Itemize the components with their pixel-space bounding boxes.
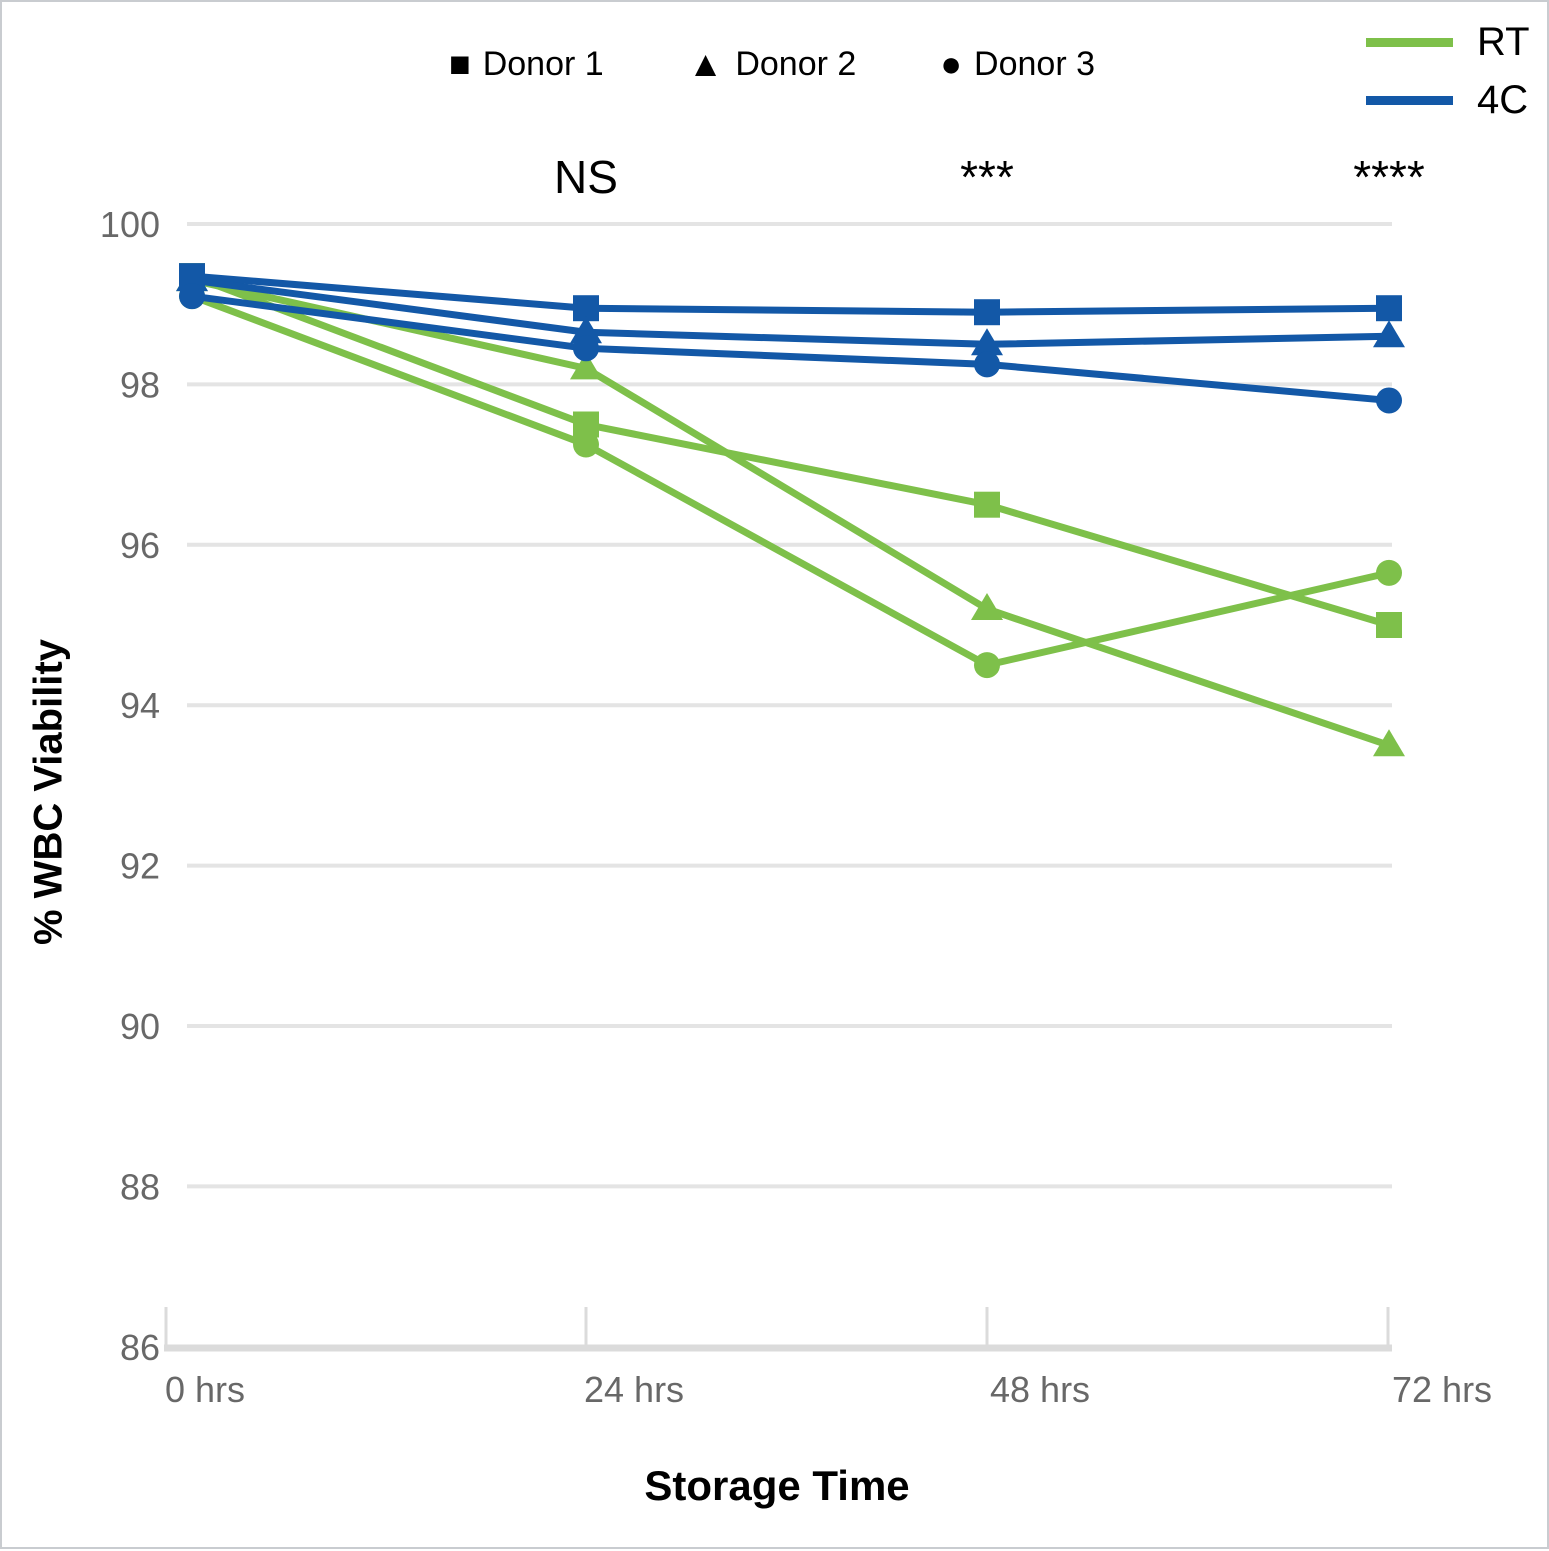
marker-square-4c-donor-1-pt3 — [1376, 295, 1402, 322]
square-marker-icon: ■ — [448, 43, 471, 84]
x-axis-title: Storage Time — [644, 1462, 910, 1509]
marker-circle-rt-donor-3-pt1 — [573, 431, 599, 458]
legend-label: RT — [1477, 19, 1530, 64]
marker-triangle-4c-donor-2-pt2 — [971, 328, 1003, 356]
marker-triangle-rt-donor-2-pt3 — [1373, 729, 1405, 757]
legend-item-donor-2: ▲ Donor 2 — [688, 45, 857, 84]
x-tick-label-1: 24 hrs — [584, 1369, 684, 1410]
marker-triangle-4c-donor-2-pt3 — [1373, 320, 1405, 348]
significance-label-48-hrs: *** — [960, 151, 1014, 203]
y-tick-label-100: 100 — [100, 204, 160, 245]
series-line-4c-donor-1 — [191, 272, 1390, 316]
series-line-rt-donor-1 — [190, 272, 1391, 629]
series-line-4c-donor-3 — [191, 292, 1390, 404]
marker-square-4c-donor-1-pt2 — [974, 299, 1000, 326]
legend-item-4c: 4C — [1366, 77, 1539, 122]
legend-label: Donor 2 — [735, 44, 857, 83]
legend-label: Donor 1 — [482, 44, 604, 83]
marker-square-rt-donor-1-pt3 — [1376, 612, 1402, 638]
marker-circle-4c-donor-3-pt0 — [179, 283, 205, 310]
temperature-legend: RT 4C — [1366, 19, 1539, 122]
y-tick-label-94: 94 — [120, 685, 160, 726]
x-tick-label-0: 0 hrs — [165, 1369, 245, 1410]
marker-circle-4c-donor-3-pt2 — [974, 351, 1000, 378]
y-tick-label-88: 88 — [120, 1166, 160, 1207]
x-tick-label-2: 48 hrs — [990, 1369, 1090, 1410]
y-tick-label-86: 86 — [120, 1327, 160, 1368]
legend-label: Donor 3 — [974, 44, 1096, 83]
legend-label: 4C — [1477, 77, 1529, 122]
legend-item-donor-3: ● Donor 3 — [940, 45, 1095, 84]
x-tick-label-3: 72 hrs — [1392, 1369, 1492, 1410]
marker-circle-4c-donor-3-pt3 — [1376, 387, 1402, 414]
marker-circle-rt-donor-3-pt3 — [1376, 559, 1402, 586]
y-tick-label-90: 90 — [120, 1006, 160, 1047]
marker-triangle-4c-donor-2-pt1 — [570, 316, 602, 344]
marker-circle-rt-donor-3-pt2 — [974, 652, 1000, 679]
donor-marker-legend: ■ Donor 1 ▲ Donor 2 ● Donor 3 — [332, 40, 1212, 88]
significance-label-72-hrs: **** — [1353, 151, 1425, 203]
y-axis-title: % WBC Viability — [26, 639, 71, 945]
legend-item-rt: RT — [1366, 19, 1539, 64]
legend-item-donor-1: ■ Donor 1 — [449, 45, 604, 84]
y-tick-label-98: 98 — [120, 364, 160, 405]
marker-square-rt-donor-1-pt2 — [974, 491, 1000, 518]
series-line-rt-donor-3 — [190, 292, 1390, 669]
series-line-rt-donor-2 — [191, 276, 1391, 749]
marker-triangle-rt-donor-2-pt2 — [971, 592, 1003, 620]
significance-label-24-hrs: NS — [554, 151, 618, 203]
line-swatch-icon — [1366, 95, 1453, 105]
marker-circle-4c-donor-3-pt1 — [573, 335, 599, 362]
marker-triangle-4c-donor-2-pt0 — [176, 264, 208, 292]
marker-triangle-rt-donor-2-pt1 — [570, 352, 602, 380]
y-tick-label-92: 92 — [120, 846, 160, 887]
y-tick-label-96: 96 — [120, 525, 160, 566]
series-line-4c-donor-2 — [191, 276, 1390, 348]
triangle-marker-icon: ▲ — [687, 43, 724, 84]
circle-marker-icon: ● — [940, 43, 963, 84]
line-swatch-icon — [1366, 37, 1453, 47]
